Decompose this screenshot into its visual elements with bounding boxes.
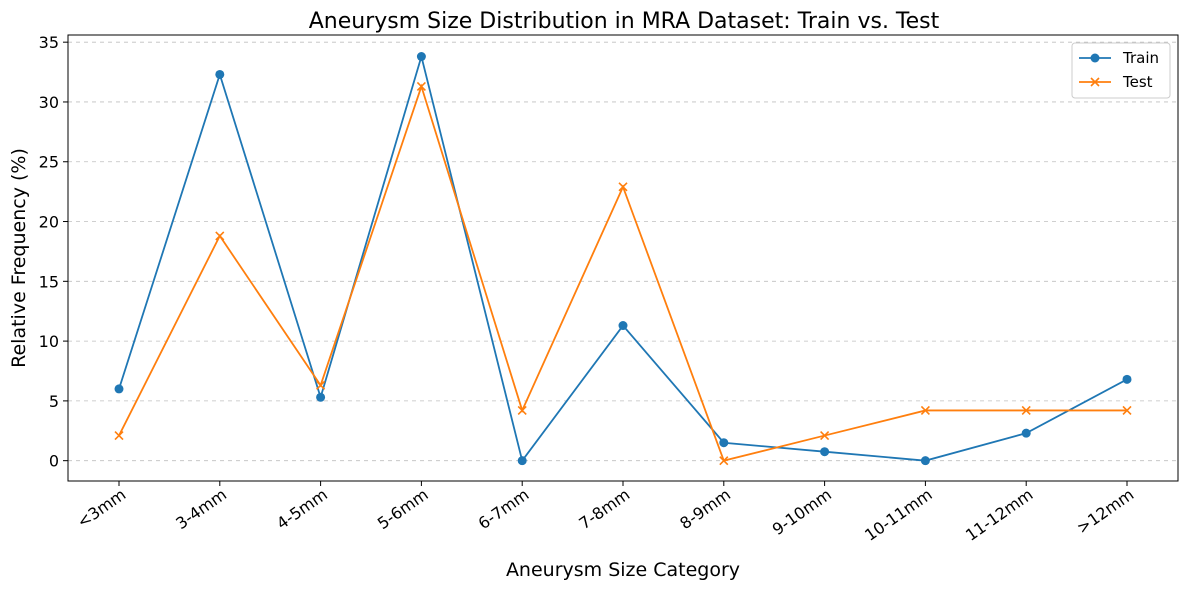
legend-label-train: Train xyxy=(1122,49,1159,67)
x-tick-label: 4-5mm xyxy=(273,485,331,533)
data-point-train xyxy=(1122,374,1132,384)
data-point-test xyxy=(820,430,830,441)
x-tick-label: 5-6mm xyxy=(374,485,432,533)
x-tick-label: 3-4mm xyxy=(172,485,230,533)
data-point-train xyxy=(215,69,225,79)
y-grid-lines xyxy=(68,41,1178,462)
legend: Train Test xyxy=(1071,42,1171,99)
legend-marker-test xyxy=(1090,77,1100,87)
x-tick-label: 11-12mm xyxy=(962,485,1037,545)
data-point-test xyxy=(316,380,326,390)
x-tick-label: <3mm xyxy=(74,485,130,532)
y-axis-ticks: 0 5 10 15 20 25 30 35 xyxy=(39,33,68,471)
y-tick-label: 10 xyxy=(39,332,59,351)
y-tick-label: 15 xyxy=(39,272,59,291)
data-point-train xyxy=(1021,428,1031,438)
data-point-test xyxy=(1122,405,1132,416)
y-tick-label: 35 xyxy=(39,33,59,52)
series-line-test xyxy=(118,83,1127,462)
legend-item-test: Test xyxy=(1079,73,1153,91)
x-axis-label: Aneurysm Size Category xyxy=(506,559,740,581)
data-point-test xyxy=(920,405,930,416)
x-tick-label: 9-10mm xyxy=(769,485,835,539)
data-point-test xyxy=(416,81,426,91)
x-axis-ticks: <3mm 3-4mm 4-5mm 5-6mm 6-7mm 7-8mm 8-9mm 9-10mm… xyxy=(74,481,1137,545)
series-train xyxy=(114,52,1132,466)
x-tick-label: 6-7mm xyxy=(475,485,533,533)
data-point-test xyxy=(618,182,628,192)
data-point-train xyxy=(316,392,326,402)
data-point-test xyxy=(114,430,124,441)
data-point-train xyxy=(517,456,527,466)
data-point-test xyxy=(517,405,527,416)
y-tick-label: 30 xyxy=(39,93,59,112)
plot-frame xyxy=(67,34,1179,482)
data-point-train xyxy=(114,384,124,394)
x-tick-label: 7-8mm xyxy=(575,485,633,533)
data-point-train xyxy=(820,447,830,457)
data-point-test xyxy=(1021,405,1031,416)
series-test xyxy=(114,81,1132,466)
series-line-train xyxy=(118,53,1128,463)
y-tick-label: 5 xyxy=(49,392,59,411)
legend-label-test: Test xyxy=(1122,73,1153,91)
series-layer xyxy=(114,52,1132,466)
y-axis-label: Relative Frequency (%) xyxy=(8,148,30,368)
legend-marker-train xyxy=(1090,53,1100,63)
y-tick-label: 20 xyxy=(39,213,59,232)
data-point-train xyxy=(618,321,628,331)
data-point-train xyxy=(416,52,426,62)
x-tick-label: 10-11mm xyxy=(861,485,936,545)
data-point-test xyxy=(719,456,729,466)
data-point-train xyxy=(719,438,729,448)
data-point-train xyxy=(920,456,930,466)
x-tick-label: 8-9mm xyxy=(676,485,734,533)
y-tick-label: 25 xyxy=(39,153,59,172)
y-tick-label: 0 xyxy=(49,452,59,471)
x-tick-label: >12mm xyxy=(1073,485,1137,538)
legend-item-train: Train xyxy=(1079,49,1159,67)
data-point-test xyxy=(215,231,225,241)
chart-title: Aneurysm Size Distribution in MRA Datase… xyxy=(309,9,940,34)
